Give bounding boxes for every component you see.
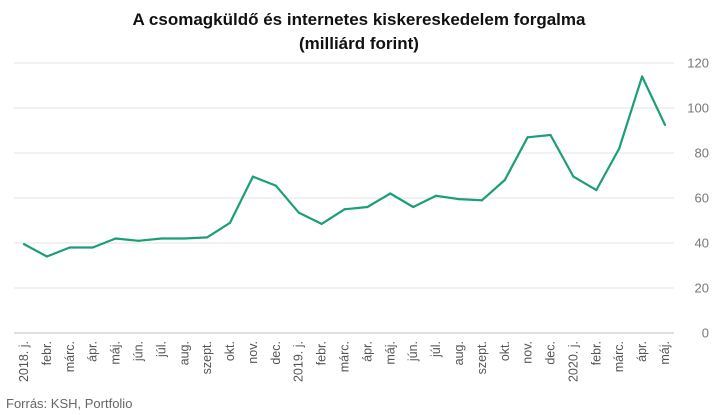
data-point — [641, 75, 644, 78]
x-tick-label: ápr. — [86, 341, 100, 362]
y-tick-label: 80 — [695, 146, 709, 161]
y-tick-label: 20 — [695, 281, 709, 296]
x-tick-label: nov. — [246, 341, 260, 364]
data-point — [114, 237, 117, 240]
x-tick-label: okt. — [498, 341, 512, 361]
x-tick-label: aug. — [452, 341, 466, 365]
x-tick-label: máj. — [658, 341, 672, 365]
data-point — [68, 246, 71, 249]
chart-title-line1: A csomagküldő és internetes kiskereskede… — [132, 10, 586, 29]
data-point — [320, 222, 323, 225]
data-point — [618, 147, 621, 150]
x-tick-label: márc. — [338, 341, 352, 372]
chart-title: A csomagküldő és internetes kiskereskede… — [0, 8, 718, 56]
data-point — [137, 239, 140, 242]
x-tick-label: aug. — [177, 341, 191, 365]
data-point — [389, 192, 392, 195]
y-tick-label: 100 — [687, 101, 709, 116]
data-point — [228, 221, 232, 224]
x-tick-label: febr. — [40, 341, 54, 365]
x-tick-label: szept. — [475, 341, 489, 374]
x-tick-label: dec. — [544, 341, 558, 365]
data-point — [526, 136, 529, 139]
x-tick-label: 2019. j. — [292, 341, 306, 382]
source-note: Forrás: KSH, Portfolio — [6, 396, 133, 411]
x-tick-label: jún. — [131, 341, 145, 362]
x-tick-label: máj. — [109, 341, 123, 365]
data-point — [274, 184, 277, 187]
data-point — [457, 198, 461, 201]
x-tick-label: márc. — [63, 341, 77, 372]
y-tick-label: 0 — [702, 326, 709, 341]
data-point — [595, 189, 598, 192]
x-tick-label: nov. — [521, 341, 535, 364]
data-point — [45, 255, 48, 258]
data-point — [160, 237, 163, 240]
data-point — [434, 194, 438, 197]
data-point — [366, 205, 369, 209]
x-tick-label: szept. — [200, 341, 214, 374]
data-point — [480, 199, 483, 202]
data-point — [503, 178, 506, 182]
data-point — [91, 246, 94, 249]
grid-lines — [14, 62, 674, 334]
x-tick-label: 2018. j. — [17, 341, 31, 382]
x-tick-label: okt. — [223, 341, 237, 361]
data-point — [572, 175, 575, 178]
x-tick-label: dec. — [269, 341, 283, 365]
x-tick-label: júl. — [154, 341, 168, 358]
chart-title-line2: (milliárd forint) — [299, 34, 419, 53]
x-tick-label: ápr. — [360, 341, 374, 362]
data-point — [549, 133, 552, 137]
x-tick-label: ápr. — [635, 341, 649, 362]
y-axis-ticks: 0 20 40 60 80 100 120 — [687, 56, 709, 341]
y-tick-label: 120 — [687, 56, 709, 71]
x-tick-label: jún. — [406, 341, 420, 362]
x-tick-label: febr. — [589, 341, 603, 365]
x-axis-ticks: 2018. j. febr. márc. ápr. máj. jún. júl. aug. sz… — [17, 341, 672, 382]
data-point — [663, 123, 667, 126]
data-point — [206, 236, 209, 239]
data-point — [251, 175, 255, 178]
x-tick-label: 2020. j. — [566, 341, 580, 382]
data-point — [343, 208, 346, 211]
x-tick-label: márc. — [612, 341, 626, 372]
x-tick-label: júl. — [429, 341, 443, 358]
x-tick-label: máj. — [383, 341, 397, 365]
data-point — [412, 205, 415, 209]
data-points — [22, 75, 667, 258]
y-tick-label: 60 — [695, 191, 709, 206]
y-tick-label: 40 — [695, 236, 709, 251]
series-line — [23, 75, 666, 258]
data-point — [183, 237, 186, 240]
x-tick-label: febr. — [315, 341, 329, 365]
data-point — [297, 211, 300, 214]
data-point — [22, 243, 26, 246]
